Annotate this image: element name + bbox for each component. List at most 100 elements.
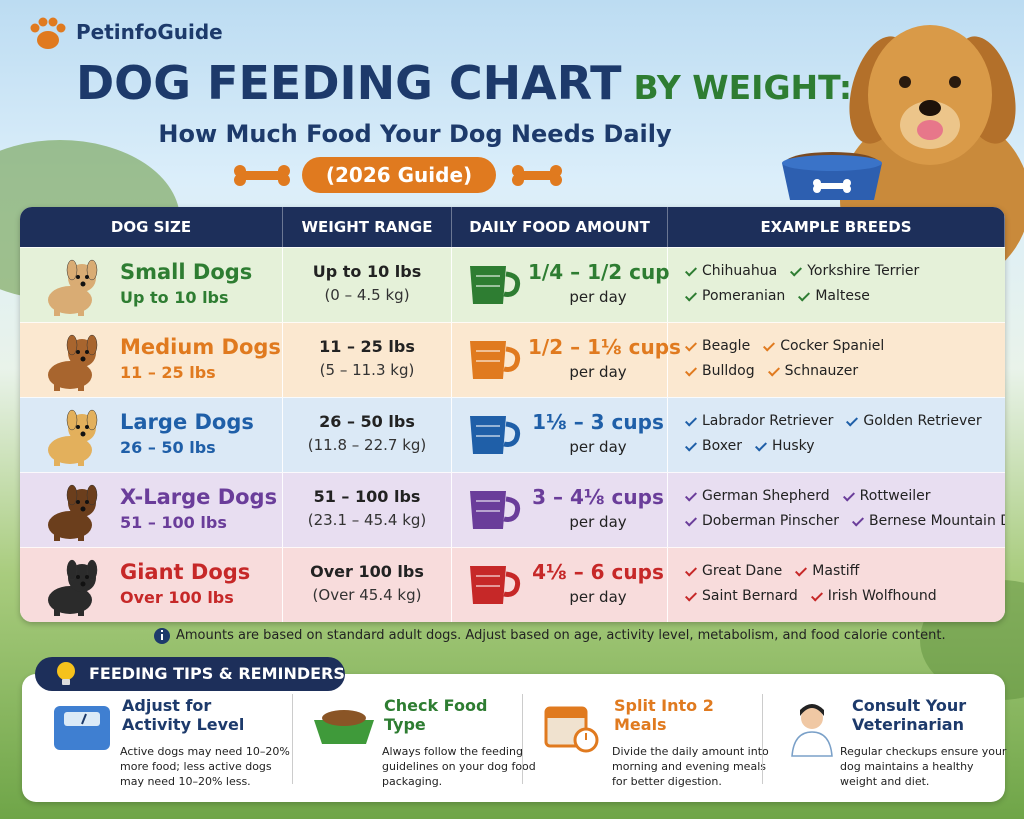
tip-icon [312,700,376,762]
food-amount: 1⅛ – 3 cups [532,410,664,434]
tip-icon [782,700,846,762]
tips-title: FEEDING TIPS & REMINDERS [35,657,345,691]
table-row: X-Large Dogs 51 – 100 lbs 51 – 100 lbs (23.… [20,472,1005,547]
breed-name: Mastiff [812,563,860,579]
weight-cell: 26 – 50 lbs (11.8 – 22.7 kg) [283,398,452,472]
check-icon [684,363,698,377]
weight-lbs: 26 – 50 lbs [319,412,415,431]
check-icon [852,513,865,527]
cup-icon [466,487,526,537]
weight-lbs: 51 – 100 lbs [313,487,421,506]
breed-name: Great Dane [702,563,783,579]
breed: Great Dane [684,563,783,579]
breed-name: Husky [771,438,815,454]
breed-line: Labrador Retriever Golden Retriever [684,413,996,429]
cup-icon [466,412,526,462]
tip-title: Split Into 2 Meals [614,696,714,734]
brand: PetinfoGuide [76,20,223,44]
tip-text: Divide the daily amount into morning and… [612,745,769,788]
breed-line: Boxer Husky [684,438,829,454]
breed-line: Pomeranian Maltese [684,288,884,304]
cup-icon [466,262,526,312]
check-icon [684,288,698,302]
breed: Labrador Retriever [684,413,834,429]
table-row: Giant Dogs Over 100 lbs Over 100 lbs (Over … [20,547,1005,622]
tip-title: Consult Your Veterinarian [852,696,967,734]
tip-text: Active dogs may need 10–20% more food; l… [120,745,290,788]
bone-icon [234,165,290,186]
breed: Irish Wolfhound [810,588,937,604]
amount-cell: 4⅛ – 6 cups per day [452,548,668,622]
breed-name: Doberman Pinscher [702,513,840,529]
amount-cell: 1/2 – 1⅛ cups per day [452,323,681,397]
food-bowl [782,152,882,200]
check-icon [763,338,776,352]
dog-icon-graphic [48,484,98,541]
header-row: DOG SIZE WEIGHT RANGE DAILY FOOD AMOUNT EXA… [20,207,1005,247]
breed-name: Pomeranian [702,288,786,304]
per-day: per day [569,288,627,306]
cup-icon-graphic [470,266,521,304]
check-icon [684,488,698,502]
size-cell: Giant Dogs Over 100 lbs [20,548,283,622]
size-name: Medium Dogs [120,335,281,359]
tip: Split Into 2 Meals Divide the daily amoun… [542,674,772,802]
breeds-cell: German Shepherd Rottweiler Doberman Pinsch… [668,473,1005,547]
header-cell: WEIGHT RANGE [283,207,452,247]
dog-icon-graphic [48,409,98,466]
breed-name: Rottweiler [859,488,931,504]
tip-icon-graphic [791,704,833,757]
breed: Saint Bernard [684,588,798,604]
dog-icon [34,479,104,547]
tips-panel: Adjust for Activity Level Active dogs may… [22,674,1006,802]
weight-kg: (0 – 4.5 kg) [324,286,410,304]
per-day: per day [569,363,627,381]
header-cell: DOG SIZE [20,207,283,247]
breed: Schnauzer [767,363,859,379]
food-amount: 1/4 – 1/2 cup [528,260,670,284]
check-icon [684,263,698,277]
header-cell: DAILY FOOD AMOUNT [452,207,668,247]
size-range: 51 – 100 lbs [120,513,227,532]
tip-title: Check Food Type [384,696,488,734]
breed-line: Doberman Pinscher Bernese Mountain Dog [684,513,1005,529]
dog-icon-graphic [48,334,98,391]
size-range: 26 – 50 lbs [120,438,216,457]
weight-lbs: 11 – 25 lbs [319,337,415,356]
weight-cell: Over 100 lbs (Over 45.4 kg) [283,548,452,622]
breed-line: Great Dane Mastiff [684,563,873,579]
check-icon [767,363,780,377]
dog-icon-graphic [48,559,98,616]
food-amount: 4⅛ – 6 cups [532,560,664,584]
breed-name: Saint Bernard [702,588,798,604]
bone-icon [512,165,562,186]
check-icon [790,263,803,277]
title: DOG FEEDING CHART BY WEIGHT: [76,56,852,110]
tip-title: Adjust for Activity Level [122,696,245,734]
breed: Cocker Spaniel [763,338,884,354]
breed-name: German Shepherd [702,488,830,504]
breed: Husky [754,438,815,454]
per-day: per day [569,588,627,606]
tip: Check Food Type Always follow the feeding… [312,674,542,802]
breed-name: Schnauzer [784,363,859,379]
info-icon [154,628,170,644]
weight-cell: 11 – 25 lbs (5 – 11.3 kg) [283,323,452,397]
check-icon [684,513,698,527]
dog-icon [34,254,104,322]
breed: Doberman Pinscher [684,513,840,529]
check-icon [754,438,767,452]
weight-kg: (11.8 – 22.7 kg) [307,436,427,454]
check-icon [810,588,823,602]
breed: Beagle [684,338,750,354]
breed-name: Boxer [702,438,742,454]
breeds-cell: Beagle Cocker Spaniel Bulldog Schnauzer [668,323,1005,397]
weight-kg: (Over 45.4 kg) [312,586,422,604]
size-cell: Large Dogs 26 – 50 lbs [20,398,283,472]
cup-icon-graphic [470,491,521,529]
food-amount: 3 – 4⅛ cups [532,485,664,509]
tip-icon-graphic [314,710,374,744]
paw-logo [30,17,66,49]
tip-icon [50,700,114,762]
breed-name: Labrador Retriever [702,413,834,429]
